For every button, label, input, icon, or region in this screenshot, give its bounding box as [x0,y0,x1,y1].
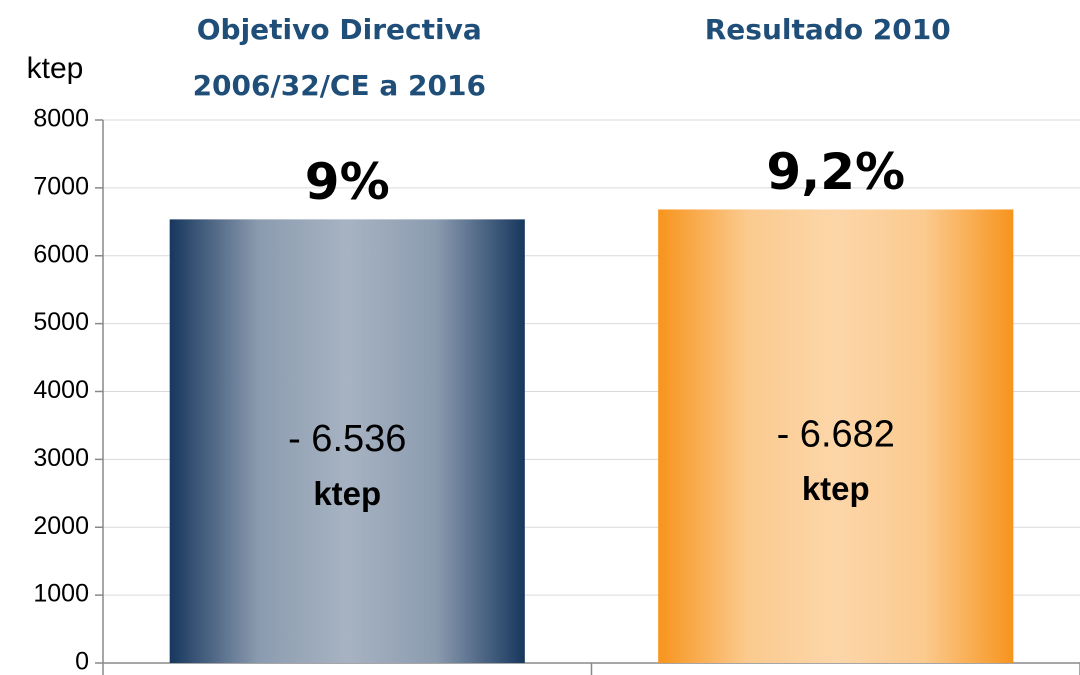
annotation: 9% [305,153,390,211]
y-tick-label: 8000 [33,105,89,133]
y-tick-label: 3000 [33,444,89,472]
y-tick-label: 6000 [33,240,89,268]
value-label: - 6.536 [288,418,406,460]
y-tick-label: 4000 [33,376,89,404]
y-tick-label: 7000 [33,172,89,200]
bar [169,219,525,663]
category-label: Resultado 2010 [704,13,951,46]
y-tick-label: 2000 [33,512,89,540]
value-unit: ktep [313,475,381,512]
value-label: - 6.682 [777,413,895,455]
bar [658,209,1014,664]
y-tick-label: 0 [75,648,89,675]
value-unit: ktep [802,470,870,507]
y-tick-label: 5000 [33,308,89,336]
y-axis-label: ktep [27,52,84,85]
annotation: 9,2% [766,143,905,201]
category-label: Objetivo Directiva 2006/32/CE a 2016 [192,13,486,102]
y-tick-label: 1000 [33,580,89,608]
